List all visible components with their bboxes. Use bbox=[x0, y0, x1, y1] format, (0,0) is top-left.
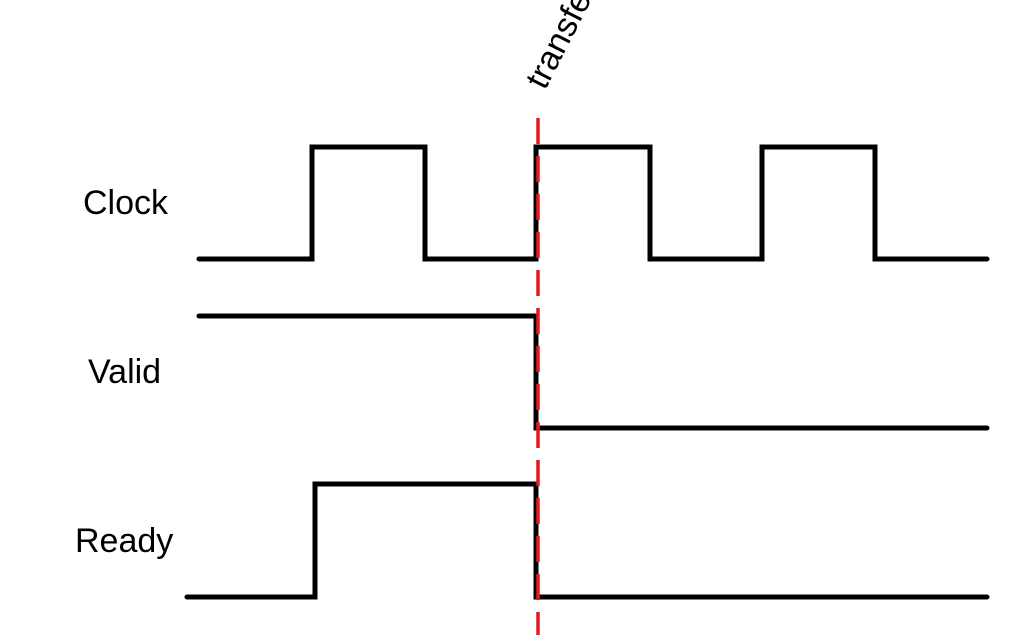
clock-waveform bbox=[196, 144, 990, 262]
signal-label-clock: Clock bbox=[83, 184, 169, 222]
valid-waveform bbox=[196, 313, 990, 431]
signal-label-valid: Valid bbox=[88, 353, 161, 391]
transfer-marker-label: transfer bbox=[518, 0, 604, 95]
signal-label-ready: Ready bbox=[75, 522, 173, 560]
ready-waveform bbox=[184, 481, 990, 600]
